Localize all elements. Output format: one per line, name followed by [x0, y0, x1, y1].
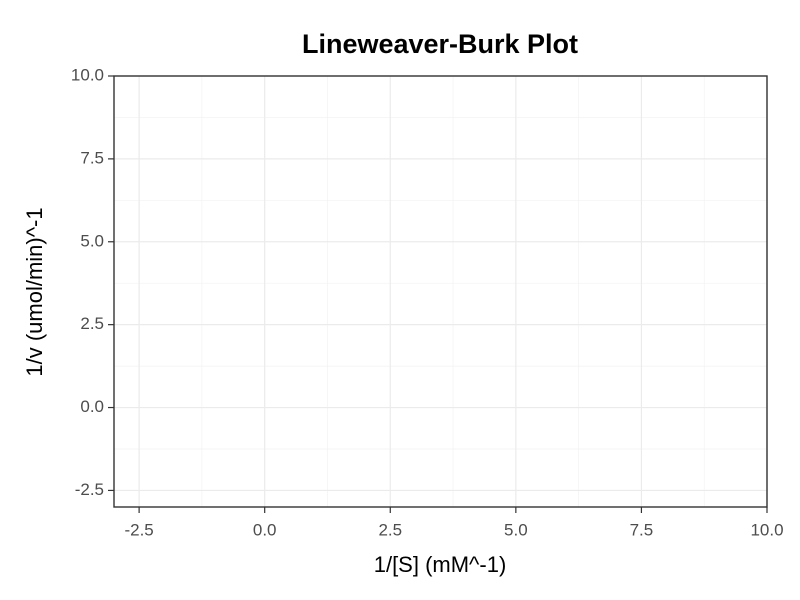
x-tick-label: 2.5: [378, 520, 402, 539]
x-axis-label: 1/[S] (mM^-1): [374, 552, 507, 577]
y-tick-label: 5.0: [80, 231, 104, 250]
y-tick-label: 2.5: [80, 314, 104, 333]
x-tick-label: 7.5: [630, 520, 654, 539]
chart-title: Lineweaver-Burk Plot: [302, 29, 578, 59]
axes: -2.5 0.0 2.5 5.0 7.5 10.0 -2.5 0.0 2.5 5.0 7.5 10.0: [71, 65, 784, 539]
panel-border: [113, 75, 768, 508]
x-tick-label: 5.0: [504, 520, 528, 539]
y-axis-label: 1/v (umol/min)^-1: [22, 207, 47, 376]
x-tick-label: 10.0: [750, 520, 783, 539]
x-tick-label: -2.5: [124, 520, 153, 539]
y-tick-label: 10.0: [71, 65, 104, 84]
y-tick-label: 0.0: [80, 397, 104, 416]
y-tick-label: -2.5: [75, 480, 104, 499]
x-tick-label: 0.0: [253, 520, 277, 539]
y-tick-label: 7.5: [80, 148, 104, 167]
